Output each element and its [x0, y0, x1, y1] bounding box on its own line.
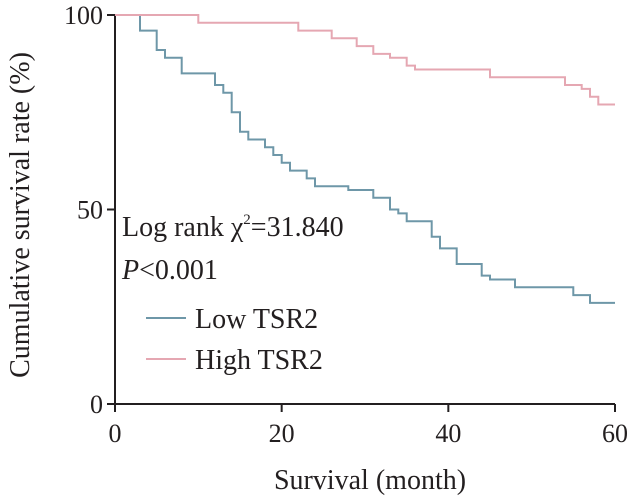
x-axis-title: Survival (month) [274, 465, 466, 496]
series-group [115, 14, 615, 304]
legend: Low TSR2 High TSR2 [146, 304, 323, 376]
y-tick-label: 100 [64, 1, 103, 30]
x-tick-label: 60 [602, 419, 628, 448]
x-tick-label: 40 [435, 419, 461, 448]
x-tick-label: 0 [109, 419, 122, 448]
logrank-annotation: Log rank χ2=31.840 [122, 212, 344, 243]
x-tick-label: 20 [269, 419, 295, 448]
annotation: Log rank χ2=31.840 P<0.001 [121, 212, 344, 286]
legend-label-high-tsr2: High TSR2 [195, 345, 323, 376]
y-tick-label: 0 [90, 390, 103, 419]
y-tick-label: 50 [77, 196, 103, 225]
y-axis-title: Cumulative survival rate (%) [5, 52, 36, 378]
legend-label-low-tsr2: Low TSR2 [195, 304, 318, 335]
axes: 0 20 40 60 0 50 100 [64, 1, 628, 448]
p-value-annotation: P<0.001 [121, 255, 218, 286]
series-line-low-tsr2 [115, 14, 615, 304]
series-line-high-tsr2 [115, 14, 615, 106]
